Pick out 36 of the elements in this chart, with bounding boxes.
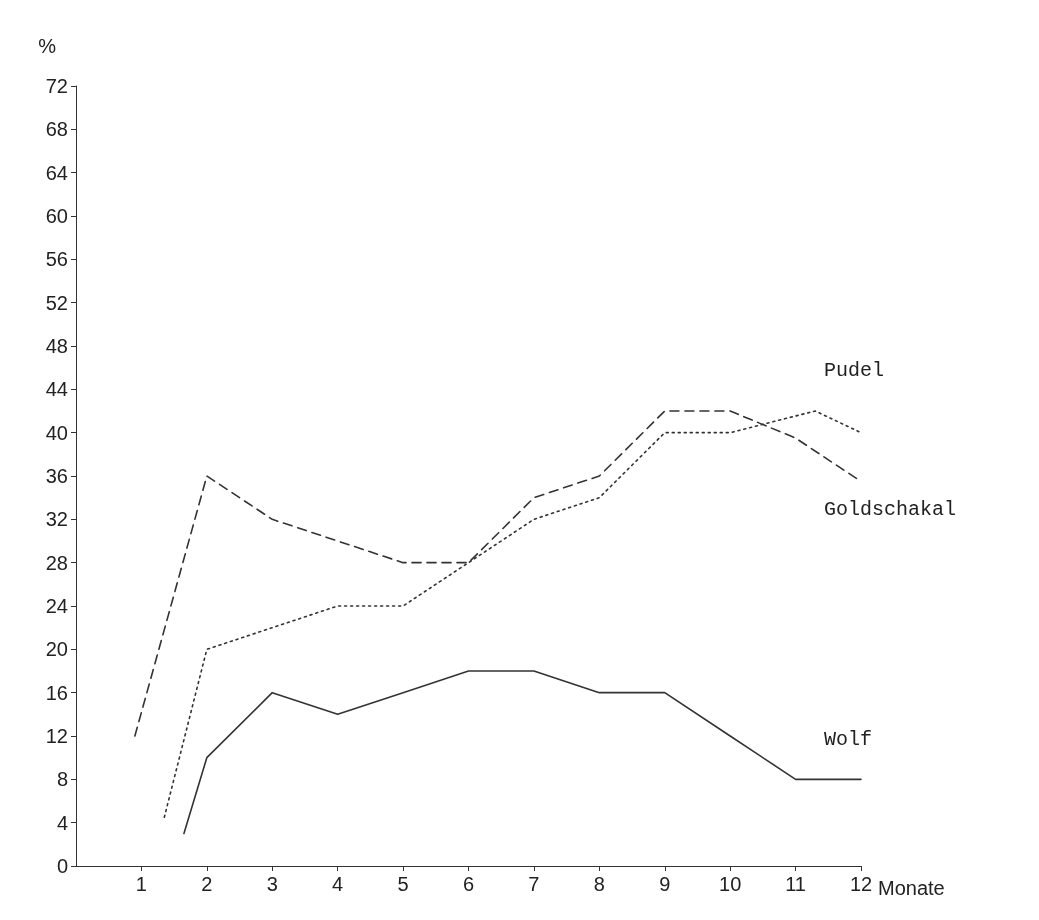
y-tick-label: 4	[56, 811, 68, 834]
y-tick-label: 68	[45, 118, 68, 141]
y-tick-label: 16	[45, 681, 68, 704]
x-tick-label: 5	[397, 873, 409, 895]
y-axis-title: %	[38, 35, 57, 57]
y-tick-label: 72	[45, 75, 68, 97]
y-tick-label: 36	[45, 465, 68, 487]
x-tick-label: 7	[528, 873, 540, 895]
y-tick-label: 44	[45, 378, 68, 401]
series-label: Goldschakal	[824, 497, 957, 521]
x-tick-label: 4	[332, 873, 344, 895]
y-tick-label: 12	[45, 725, 68, 747]
series-label: Pudel	[824, 359, 885, 383]
y-tick-label: 64	[45, 161, 68, 184]
y-tick-label: 52	[45, 291, 68, 314]
y-tick-label: 28	[45, 551, 68, 574]
x-axis-title: Monate	[878, 877, 945, 899]
y-tick-label: 8	[56, 768, 68, 791]
x-tick-label: 1	[135, 873, 147, 895]
x-tick-label: 2	[201, 873, 213, 895]
y-tick-label: 24	[45, 595, 68, 617]
x-tick-label: 11	[785, 873, 806, 895]
x-tick-label: 8	[593, 873, 605, 895]
y-tick-label: 32	[45, 508, 68, 531]
x-tick-label: 9	[659, 873, 671, 895]
y-tick-label: 20	[45, 638, 68, 661]
x-tick-label: 3	[266, 873, 278, 895]
x-tick-label: 12	[849, 873, 873, 895]
y-tick-label: 40	[45, 421, 68, 444]
y-tick-label: 56	[45, 248, 68, 271]
y-tick-label: 60	[45, 205, 68, 227]
x-tick-label: 10	[719, 873, 742, 895]
y-tick-label: 48	[45, 335, 68, 357]
series-label: Wolf	[824, 727, 873, 751]
y-tick-label: 0	[56, 855, 68, 877]
x-tick-label: 6	[462, 873, 475, 895]
